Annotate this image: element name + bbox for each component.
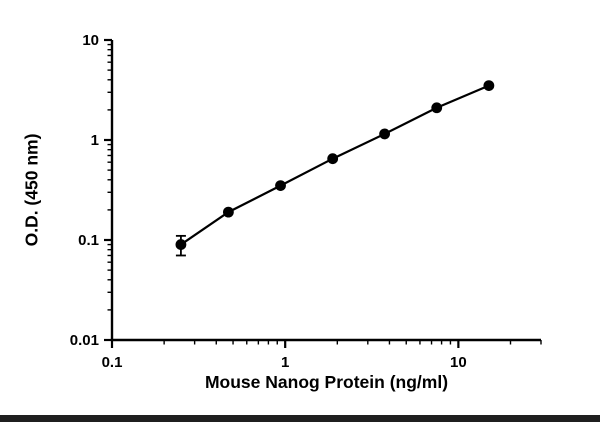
series-line [180,84,490,246]
x-tick-label: 1 [281,354,289,371]
x-axis-title: Mouse Nanog Protein (ng/ml) [204,372,449,392]
y-tick-label: 10 [82,32,99,49]
x-tick-label: 10 [450,354,467,371]
y-tick-label: 0.01 [70,332,99,349]
y-tick-label: 1 [91,132,99,149]
y-axis-title: O.D. (450 nm) [21,133,42,247]
data-point [379,128,390,140]
data-point [275,180,286,191]
y-tick-label: 0.1 [78,232,99,249]
data-point [175,239,187,250]
data-point [327,153,339,165]
data-point [431,102,443,114]
bottom-bar [0,415,600,422]
data-point [222,206,234,218]
data-point [483,80,495,91]
x-tick-label: 0.1 [102,354,123,371]
